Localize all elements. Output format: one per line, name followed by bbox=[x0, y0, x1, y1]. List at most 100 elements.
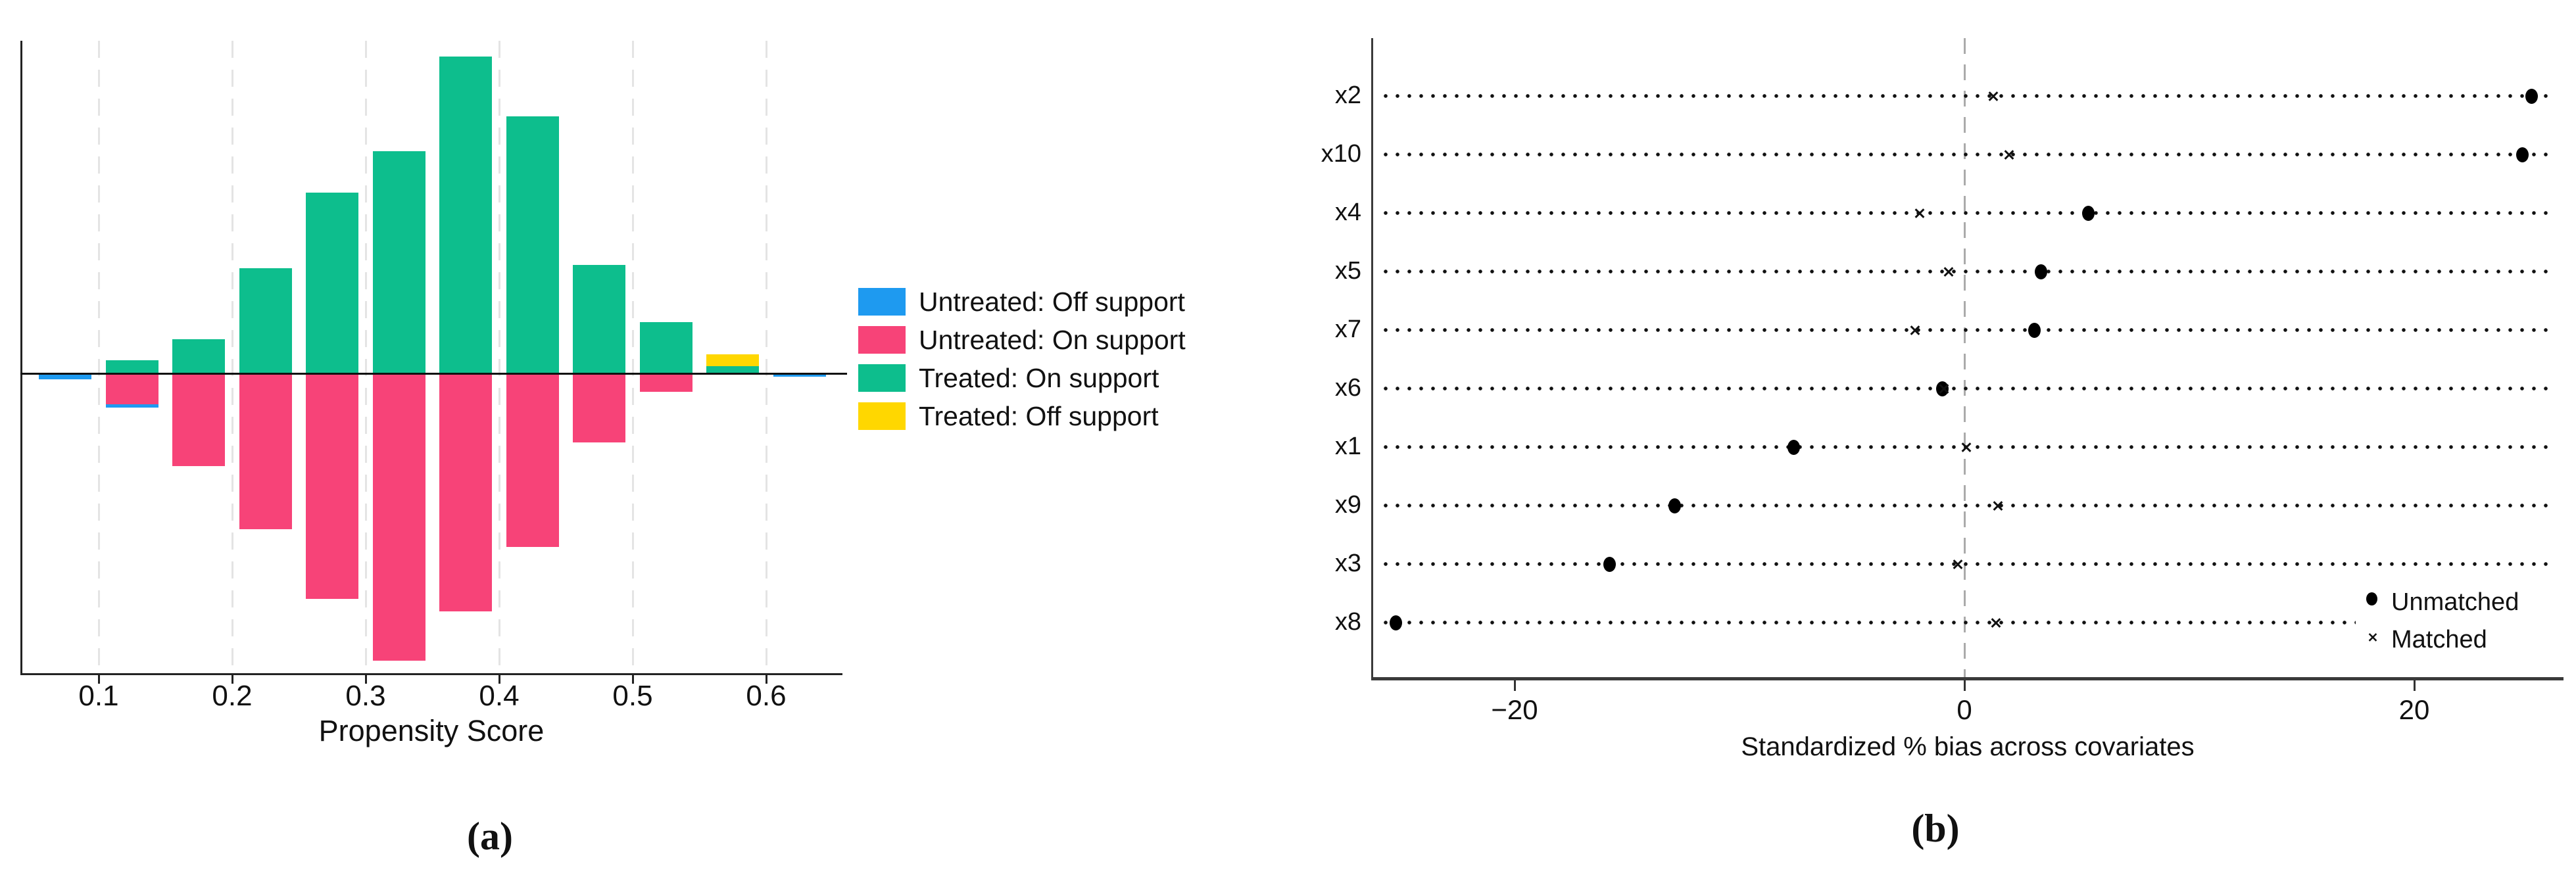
matched-x-marker-x4 bbox=[1914, 207, 1926, 219]
unmatched-dot-marker-x4 bbox=[2082, 206, 2095, 221]
x-tick-label-b-20: 20 bbox=[2398, 694, 2430, 725]
covariate-label-x1: x1 bbox=[1334, 433, 1361, 460]
x-tick-0.4 bbox=[498, 673, 500, 684]
unmatched-dot-marker-x9 bbox=[1668, 498, 1681, 513]
histogram-bar-treated_on bbox=[439, 57, 493, 373]
x-axis-a bbox=[20, 673, 842, 675]
matched-x-marker-x1 bbox=[1960, 441, 1972, 453]
y-axis-b bbox=[1371, 38, 1373, 677]
leader-line-x8 bbox=[1380, 621, 2356, 625]
unmatched-dot-marker-x1 bbox=[1787, 440, 1801, 455]
panel-b-dot-plot: x2 x10 x4 x5 x7 x6 x1 x9 x3 x8 −20 0 20 Unmatched Matc… bbox=[1250, 0, 2576, 875]
histogram-bar-untreated_on bbox=[105, 373, 158, 404]
histogram-bar-untreated_on bbox=[506, 373, 559, 547]
x-axis-title-b: Standardized % bias across covariates bbox=[1741, 732, 2195, 761]
histogram-bar-treated_on bbox=[372, 151, 425, 373]
x-tick-label-0.5: 0.5 bbox=[612, 680, 653, 712]
legend-swatch-treated_off bbox=[858, 402, 906, 430]
leader-line-x6 bbox=[1380, 387, 2556, 390]
x-tick-0.6 bbox=[766, 673, 767, 684]
leader-line-x10 bbox=[1380, 153, 2556, 156]
covariate-label-x3: x3 bbox=[1334, 550, 1361, 577]
x-tick-label-0.2: 0.2 bbox=[212, 680, 253, 712]
gridline-0.2 bbox=[231, 41, 233, 673]
histogram-bar-untreated_off bbox=[773, 373, 826, 377]
histogram-bar-treated_on bbox=[306, 193, 359, 373]
legend-label-matched: Matched bbox=[2391, 626, 2487, 653]
histogram-bar-untreated_on bbox=[372, 373, 425, 661]
histogram-bar-treated_on bbox=[105, 360, 158, 373]
matched-x-marker-x8 bbox=[1990, 617, 2002, 628]
covariate-label-x4: x4 bbox=[1334, 199, 1361, 226]
caption-a: (a) bbox=[467, 815, 513, 858]
legend-label-treated_on: Treated: On support bbox=[919, 363, 1159, 393]
histogram-bar-untreated_on bbox=[306, 373, 359, 599]
covariate-label-x9: x9 bbox=[1334, 491, 1361, 519]
x-tick-label-0.6: 0.6 bbox=[746, 680, 787, 712]
histogram-bar-untreated_on bbox=[172, 373, 226, 466]
legend-swatch-treated_on bbox=[858, 364, 906, 392]
gridline-0.4 bbox=[498, 41, 500, 673]
unmatched-dot-marker-x10 bbox=[2516, 147, 2529, 162]
legend-swatch-untreated_off bbox=[858, 288, 906, 316]
legend-matched-x-icon bbox=[2368, 632, 2377, 642]
histogram-bar-treated_off bbox=[706, 354, 760, 366]
legend-unmatched-dot-icon bbox=[2366, 592, 2377, 605]
x-tick-label-0.4: 0.4 bbox=[479, 680, 520, 712]
zero-reference-line bbox=[1964, 38, 1966, 677]
x-tick-label-b-0: 0 bbox=[1956, 694, 1972, 725]
gridline-0.6 bbox=[766, 41, 767, 673]
y-axis-a bbox=[20, 41, 22, 675]
histogram-bar-treated_on bbox=[706, 366, 760, 373]
matched-x-marker-x5 bbox=[1943, 266, 1955, 277]
x-axis-title-a: Propensity Score bbox=[318, 714, 545, 747]
histogram-bar-untreated_on bbox=[439, 373, 493, 611]
x-tick-0.5 bbox=[632, 673, 634, 684]
unmatched-dot-marker-x8 bbox=[1389, 615, 1402, 630]
leader-line-x4 bbox=[1380, 211, 2556, 215]
unmatched-dot-marker-x2 bbox=[2525, 89, 2538, 104]
covariate-label-x6: x6 bbox=[1334, 374, 1361, 402]
zero-baseline-a bbox=[20, 373, 847, 375]
leader-line-x9 bbox=[1380, 504, 2556, 508]
gridline-0.5 bbox=[632, 41, 634, 673]
covariate-label-x10: x10 bbox=[1321, 140, 1361, 168]
gridline-0.3 bbox=[365, 41, 367, 673]
histogram-bar-treated_on bbox=[639, 322, 693, 373]
histogram-bar-treated_on bbox=[239, 268, 292, 373]
matched-x-marker-x10 bbox=[2003, 149, 2015, 160]
histogram-bar-untreated_off bbox=[105, 404, 158, 408]
legend-label-unmatched: Unmatched bbox=[2391, 588, 2519, 616]
x-tick-0.2 bbox=[231, 673, 233, 684]
histogram-bar-treated_on bbox=[506, 116, 559, 373]
matched-x-marker-x6 bbox=[1938, 383, 1950, 394]
legend-label-untreated_on: Untreated: On support bbox=[919, 325, 1186, 355]
caption-b: (b) bbox=[1911, 807, 1960, 850]
unmatched-dot-marker-x7 bbox=[2028, 323, 2041, 338]
x-tick-label-0.3: 0.3 bbox=[345, 680, 386, 712]
x-tick-b-20 bbox=[2414, 680, 2416, 691]
leader-line-x7 bbox=[1380, 328, 2556, 332]
covariate-label-x7: x7 bbox=[1334, 316, 1361, 343]
covariate-label-x2: x2 bbox=[1334, 82, 1361, 109]
legend-label-untreated_off: Untreated: Off support bbox=[919, 287, 1185, 317]
leader-line-x3 bbox=[1380, 562, 2556, 566]
histogram-bar-treated_on bbox=[573, 265, 626, 373]
histogram-bar-untreated_on bbox=[639, 373, 693, 392]
matched-x-marker-x2 bbox=[1987, 90, 1999, 102]
x-tick-b--20 bbox=[1514, 680, 1516, 691]
gridline-0.1 bbox=[98, 41, 100, 673]
unmatched-dot-marker-x5 bbox=[2035, 264, 2048, 279]
histogram-bar-untreated_off bbox=[39, 373, 92, 379]
x-tick-0.3 bbox=[365, 673, 367, 684]
histogram-bar-untreated_on bbox=[573, 373, 626, 442]
matched-x-marker-x9 bbox=[1992, 500, 2004, 511]
legend-swatch-untreated_on bbox=[858, 326, 906, 354]
x-tick-label-0.1: 0.1 bbox=[78, 680, 119, 712]
legend-label-treated_off: Treated: Off support bbox=[919, 401, 1159, 431]
covariate-label-x8: x8 bbox=[1334, 608, 1361, 636]
leader-line-x5 bbox=[1380, 270, 2556, 273]
matched-x-marker-x3 bbox=[1952, 558, 1964, 570]
histogram-bar-untreated_on bbox=[239, 373, 292, 529]
